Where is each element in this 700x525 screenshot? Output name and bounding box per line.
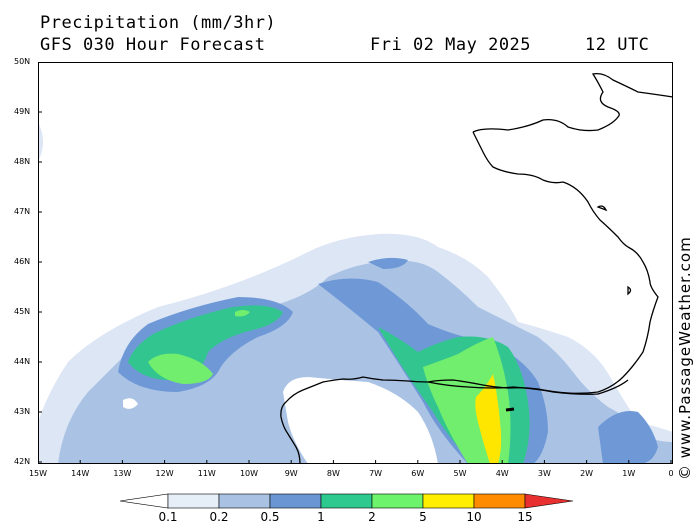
legend-swatch (371, 493, 424, 509)
lon-label: 4W (495, 469, 509, 478)
legend-swatch (269, 493, 322, 509)
lon-label: 1W (622, 469, 636, 478)
precipitation-map (38, 62, 673, 464)
legend-label: 1 (317, 510, 325, 524)
legend-label: 5 (419, 510, 427, 524)
legend-label: 15 (517, 510, 533, 524)
dry-patch (123, 377, 438, 464)
lon-label: 11W (197, 469, 216, 478)
lon-label: 5W (453, 469, 467, 478)
title-line2: GFS 030 Hour Forecast (40, 35, 266, 55)
lat-label: 43N (14, 407, 31, 416)
forecast-date: Fri 02 May 2025 (370, 35, 532, 55)
lat-label: 47N (14, 207, 31, 216)
lat-label: 42N (14, 457, 31, 466)
legend-swatch (320, 493, 373, 509)
precip-band-10 (475, 374, 502, 464)
lon-label: 15W (28, 469, 48, 478)
lon-label: 12W (155, 469, 174, 478)
legend-swatch (119, 493, 169, 509)
lat-label: 50N (14, 57, 31, 66)
legend-label: 2 (368, 510, 376, 524)
legend-label: 0.1 (158, 510, 178, 524)
lat-label: 45N (14, 307, 31, 316)
legend-swatch (524, 493, 574, 509)
legend-swatch (473, 493, 526, 509)
precip-legend (119, 493, 574, 509)
legend-label: 0.5 (260, 510, 280, 524)
legend-swatch (167, 493, 220, 509)
border (427, 379, 629, 412)
lon-label: 7W (369, 469, 383, 478)
map-frame (38, 62, 673, 464)
lon-label: 8W (326, 469, 340, 478)
lon-label: 2W (580, 469, 594, 478)
legend-label: 10 (466, 510, 482, 524)
lon-label: 13W (113, 469, 132, 478)
legend-label: 0.2 (209, 510, 229, 524)
title-line1: Precipitation (mm/3hr) (40, 13, 277, 33)
lon-label: 14W (71, 469, 90, 478)
lat-label: 48N (14, 157, 31, 166)
lat-label: 44N (14, 357, 31, 366)
legend-swatch (422, 493, 475, 509)
lat-label: 46N (14, 257, 31, 266)
legend-swatch (218, 493, 271, 509)
forecast-time: 12 UTC (585, 35, 650, 55)
coastline (280, 72, 673, 464)
lon-label: 3W (537, 469, 551, 478)
lon-label: 9W (284, 469, 298, 478)
lon-label: 0 (668, 469, 674, 478)
lat-label: 49N (14, 107, 31, 116)
lon-label: 10W (239, 469, 259, 478)
credit-text: © www.PassageWeather.com (676, 236, 694, 480)
lon-label: 6W (411, 469, 425, 478)
